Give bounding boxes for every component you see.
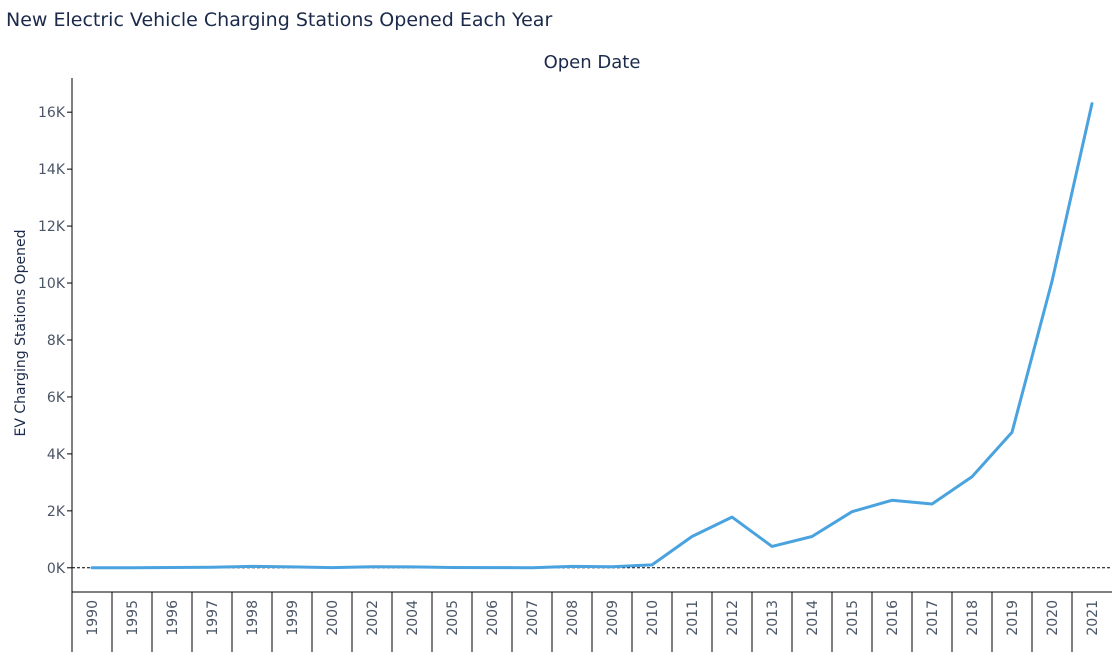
data-point — [531, 566, 534, 569]
x-tick-label: 1990 — [85, 600, 101, 636]
x-tick-label: 2018 — [965, 600, 981, 636]
data-point — [971, 475, 974, 478]
data-point — [211, 566, 214, 569]
data-point — [131, 566, 134, 569]
y-tick-label: 10K — [38, 276, 66, 292]
data-point — [571, 565, 574, 568]
data-point — [611, 565, 614, 568]
x-tick-label: 2009 — [605, 600, 621, 636]
x-tick-label: 2015 — [845, 600, 861, 636]
y-tick-label: 6K — [47, 390, 66, 406]
x-tick-label: 2021 — [1085, 600, 1101, 636]
x-tick-label: 2000 — [325, 600, 341, 636]
data-point — [171, 566, 174, 569]
data-point — [731, 516, 734, 519]
x-tick-label: 1996 — [165, 600, 181, 636]
x-axis: 1990 1995 1996 1997 1998 1999 2000 2002 2004 2005… — [71, 591, 1112, 652]
x-tick-label: 2017 — [925, 600, 941, 636]
page-title: New Electric Vehicle Charging Stations O… — [6, 9, 553, 31]
x-tick-label: 2014 — [805, 600, 821, 636]
data-point — [771, 545, 774, 548]
data-point — [1051, 280, 1054, 283]
x-tick-label: 1995 — [125, 600, 141, 636]
data-point — [651, 563, 654, 566]
x-tick-label: 2019 — [1005, 600, 1021, 636]
x-tick-label: 2004 — [405, 600, 421, 636]
data-point — [371, 565, 374, 568]
x-tick-label: 2006 — [485, 600, 501, 636]
y-tick-label: 16K — [38, 105, 66, 121]
data-point — [931, 503, 934, 506]
data-point — [251, 565, 254, 568]
y-tick-label: 2K — [47, 504, 66, 520]
x-tick-label: 2008 — [565, 600, 581, 636]
y-tick-label: 4K — [47, 447, 66, 463]
x-axis-title: Open Date — [544, 52, 641, 73]
x-tick-label: 2005 — [445, 600, 461, 636]
x-tick-label: 2002 — [365, 600, 381, 636]
x-tick-label: 2007 — [525, 600, 541, 636]
data-point — [1091, 102, 1094, 105]
x-tick-label: 2013 — [765, 600, 781, 636]
data-point — [411, 565, 414, 568]
data-point — [691, 535, 694, 538]
data-point — [91, 566, 94, 569]
x-tick-label: 2016 — [885, 600, 901, 636]
data-point — [1011, 431, 1014, 434]
data-point — [851, 510, 854, 513]
x-tick-label: 2020 — [1045, 600, 1061, 636]
data-point — [291, 565, 294, 568]
y-tick-label: 8K — [47, 333, 66, 349]
x-tick-label: 1999 — [285, 600, 301, 636]
y-tick-label: 14K — [38, 162, 66, 178]
y-axis: 0K 2K 4K 6K 8K 10K 12K 14K 16K — [38, 78, 73, 592]
x-tick-label: 2010 — [645, 600, 661, 636]
x-tick-label: 2011 — [685, 600, 701, 636]
x-tick-label: 1998 — [245, 600, 261, 636]
y-tick-label: 12K — [38, 219, 66, 235]
series-line — [90, 102, 1094, 570]
data-point — [891, 499, 894, 502]
x-tick-label: 2012 — [725, 600, 741, 636]
y-axis-title: EV Charging Stations Opened — [13, 229, 29, 436]
series-layer — [72, 102, 1112, 570]
data-point — [331, 566, 334, 569]
data-point — [491, 566, 494, 569]
x-tick-label: 1997 — [205, 600, 221, 636]
data-point — [811, 535, 814, 538]
data-point — [451, 566, 454, 569]
y-tick-label: 0K — [47, 561, 66, 577]
